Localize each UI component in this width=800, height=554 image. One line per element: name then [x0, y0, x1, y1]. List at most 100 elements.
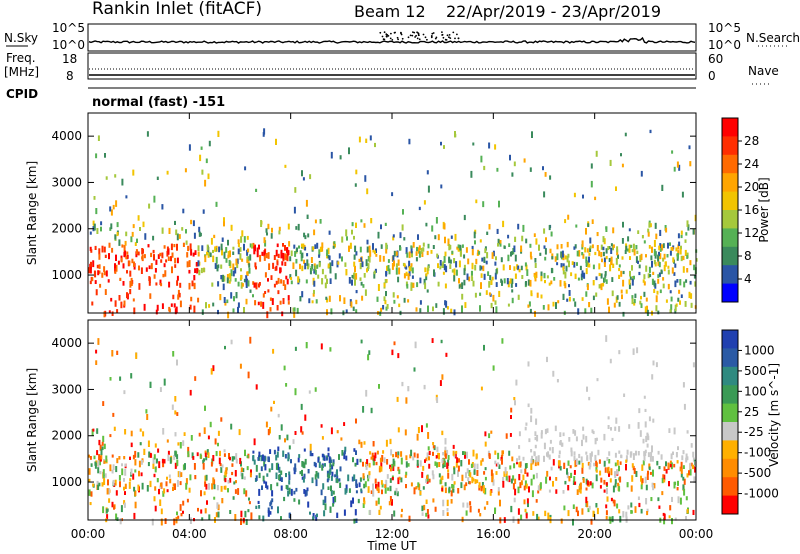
- echo-cell: [634, 293, 637, 298]
- echo-cell: [438, 473, 441, 478]
- echo-cell: [512, 475, 515, 481]
- echo-cell: [508, 243, 511, 247]
- echo-cell: [649, 455, 652, 462]
- echo-cell: [217, 504, 220, 511]
- velocity-data-cells: [88, 335, 697, 526]
- echo-cell: [104, 289, 107, 295]
- echo-cell: [650, 255, 653, 261]
- nsearch-point: [444, 38, 447, 41]
- echo-cell: [263, 237, 266, 244]
- echo-cell: [513, 463, 516, 469]
- echo-cell: [138, 283, 141, 290]
- echo-cell: [368, 471, 371, 476]
- echo-cell: [188, 282, 191, 290]
- echo-cell: [358, 258, 361, 263]
- echo-cell: [205, 474, 208, 481]
- echo-cell: [143, 254, 146, 259]
- echo-cell: [633, 302, 636, 306]
- echo-cell: [276, 243, 279, 248]
- echo-cell: [394, 491, 397, 495]
- echo-cell: [200, 490, 202, 497]
- echo-cell: [490, 302, 493, 309]
- echo-cell: [662, 474, 665, 479]
- echo-cell: [130, 430, 133, 437]
- echo-cell: [392, 292, 395, 298]
- echo-cell: [246, 466, 249, 471]
- echo-cell: [380, 466, 383, 472]
- echo-cell: [159, 499, 162, 506]
- echo-cell: [560, 244, 563, 249]
- echo-cell: [667, 283, 670, 290]
- echo-cell: [588, 465, 591, 470]
- echo-cell: [300, 403, 303, 410]
- echo-cell: [495, 269, 498, 275]
- echo-cell: [694, 465, 697, 473]
- echo-cell: [537, 461, 540, 466]
- echo-cell: [480, 485, 483, 492]
- echo-cell: [279, 267, 282, 274]
- echo-cell: [172, 351, 175, 357]
- echo-cell: [114, 263, 116, 269]
- echo-cell: [525, 238, 528, 244]
- echo-cell: [191, 452, 194, 459]
- echo-cell: [417, 234, 419, 240]
- echo-cell: [263, 480, 266, 484]
- echo-cell: [263, 460, 266, 467]
- echo-cell: [276, 305, 279, 311]
- echo-cell: [501, 280, 503, 286]
- echo-cell: [645, 254, 647, 258]
- echo-cell: [592, 430, 595, 435]
- echo-cell: [359, 458, 362, 463]
- echo-cell: [161, 303, 164, 309]
- echo-cell: [233, 456, 236, 460]
- echo-cell: [200, 146, 203, 150]
- echo-cell: [540, 271, 543, 278]
- echo-cell: [115, 264, 118, 272]
- echo-cell: [245, 519, 248, 525]
- echo-cell: [140, 472, 143, 477]
- echo-cell: [288, 471, 291, 476]
- echo-cell: [531, 459, 534, 465]
- echo-cell: [282, 280, 285, 286]
- echo-cell: [472, 280, 475, 287]
- echo-cell: [421, 471, 424, 478]
- echo-cell: [196, 262, 198, 267]
- echo-cell: [568, 260, 570, 268]
- echo-cell: [564, 480, 567, 485]
- echo-cell: [631, 278, 634, 286]
- echo-cell: [100, 221, 103, 226]
- echo-cell: [614, 479, 617, 485]
- echo-cell: [442, 510, 445, 516]
- echo-cell: [410, 284, 413, 291]
- echo-cell: [134, 242, 137, 246]
- echo-cell: [194, 268, 197, 273]
- echo-cell: [689, 280, 692, 285]
- echo-cell: [692, 228, 695, 235]
- echo-cell: [676, 161, 679, 168]
- echo-cell: [267, 252, 270, 259]
- echo-cell: [503, 245, 506, 249]
- echo-cell: [176, 479, 179, 487]
- echo-cell: [599, 485, 602, 489]
- echo-cell: [123, 500, 126, 505]
- echo-cell: [397, 466, 400, 472]
- echo-cell: [355, 251, 358, 256]
- echo-cell: [261, 454, 264, 461]
- echo-cell: [368, 245, 371, 253]
- echo-cell: [184, 168, 187, 173]
- echo-cell: [267, 223, 270, 230]
- echo-cell: [154, 466, 157, 473]
- echo-cell: [488, 292, 491, 296]
- echo-cell: [525, 483, 528, 489]
- echo-cell: [295, 269, 298, 277]
- echo-cell: [368, 462, 371, 468]
- echo-cell: [510, 251, 513, 256]
- echo-cell: [511, 297, 514, 304]
- echo-cell: [458, 260, 461, 268]
- echo-cell: [684, 239, 687, 243]
- echo-cell: [322, 499, 325, 506]
- echo-cell: [269, 449, 272, 454]
- echo-cell: [130, 277, 133, 285]
- y-tick-label: 3000: [51, 382, 82, 396]
